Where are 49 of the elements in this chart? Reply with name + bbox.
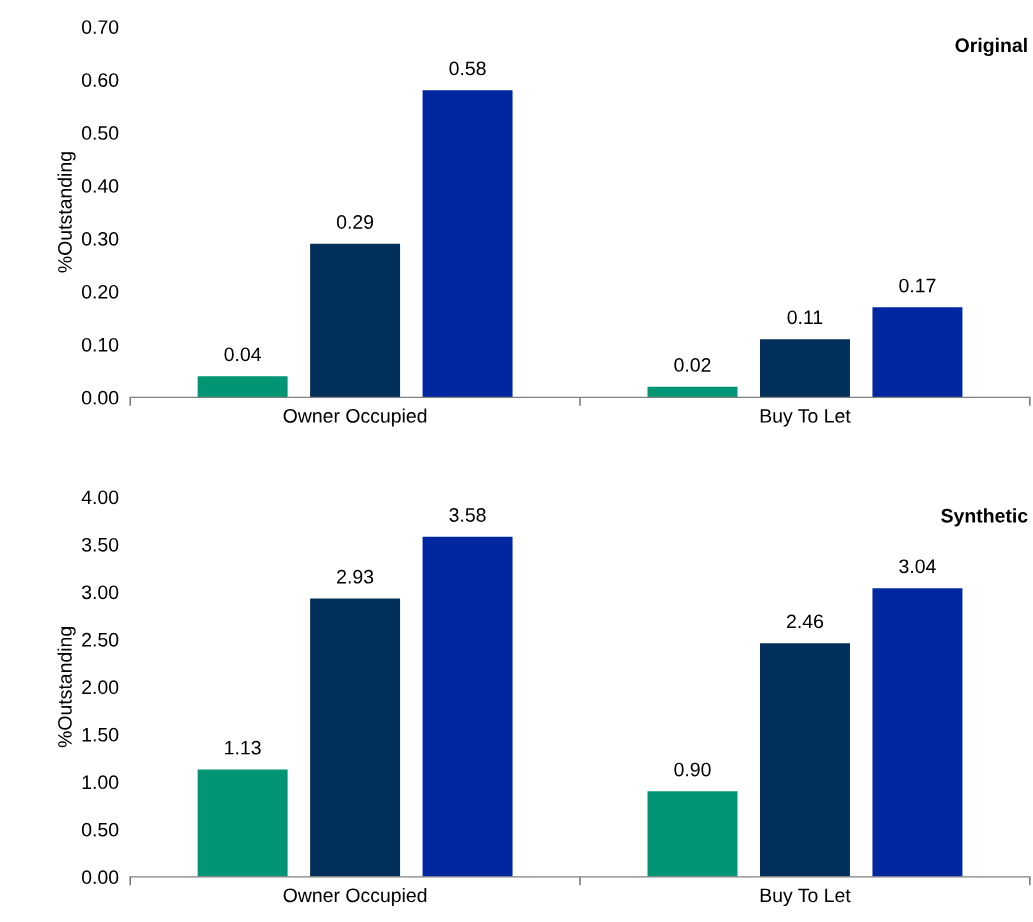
- y-tick-label: 0.40: [81, 179, 119, 193]
- data-label: 0.29: [336, 215, 374, 229]
- data-label: 0.90: [674, 762, 711, 777]
- data-label: 0.02: [674, 358, 711, 372]
- data-label: 0.04: [224, 347, 261, 362]
- y-tick-label: 0.50: [81, 822, 119, 837]
- y-tick-label: 0.00: [81, 390, 119, 405]
- y-tick-label: 1.00: [82, 775, 119, 790]
- data-label: 2.93: [337, 569, 374, 584]
- y-tick-label: 0.30: [81, 232, 119, 246]
- bar: [197, 769, 288, 877]
- bar: [197, 376, 288, 398]
- y-tick-label: 2.00: [82, 680, 119, 695]
- data-label: 0.11: [787, 310, 823, 325]
- bar: [872, 588, 963, 877]
- y-tick-label: 2.50: [82, 632, 119, 647]
- bar: [310, 598, 401, 877]
- y-tick-label: 0.70: [81, 20, 119, 34]
- y-tick-label: 0.60: [81, 73, 119, 87]
- data-label: 0.17: [899, 278, 936, 293]
- bar: [759, 339, 850, 398]
- bar: [872, 307, 963, 398]
- data-label: 3.04: [899, 559, 936, 574]
- text: Synthetic: [941, 508, 1028, 527]
- y-axis-title: %Outstanding: [57, 627, 76, 748]
- y-tick-label: 4.00: [81, 490, 119, 505]
- y-tick-label: 0.00: [81, 870, 119, 885]
- y-tick-label: 3.00: [81, 585, 119, 600]
- text: Original: [955, 37, 1027, 57]
- x-tick-label: Buy To Let: [760, 888, 851, 907]
- x-tick-label: Owner Occupied: [283, 887, 427, 907]
- y-tick-label: 0.50: [81, 126, 119, 140]
- data-label: 0.58: [449, 61, 486, 76]
- y-tick-label: 1.50: [82, 727, 119, 742]
- y-axis-title: %Outstanding: [57, 152, 76, 273]
- bar: [422, 90, 513, 398]
- bar: [647, 791, 738, 877]
- bar: [422, 536, 513, 877]
- data-label: 1.13: [225, 740, 261, 755]
- bar: [647, 386, 738, 398]
- y-tick-label: 3.50: [81, 537, 119, 552]
- x-tick-label: Owner Occupied: [283, 408, 427, 427]
- bar: [310, 243, 401, 398]
- y-tick-label: 0.10: [81, 337, 119, 352]
- bar: [759, 643, 850, 877]
- data-label: 2.46: [787, 614, 824, 629]
- y-tick-label: 0.20: [81, 284, 119, 299]
- x-tick-label: Buy To Let: [760, 409, 851, 427]
- data-label: 3.58: [449, 508, 486, 522]
